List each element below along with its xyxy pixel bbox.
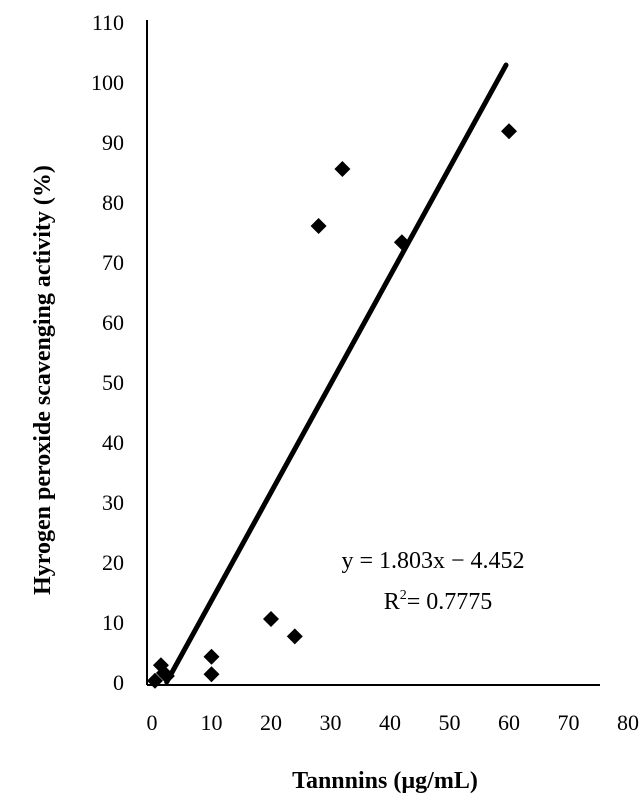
x-tick-label: 20 bbox=[260, 710, 282, 735]
r-squared-prefix: R bbox=[384, 589, 400, 615]
y-tick-label: 40 bbox=[102, 430, 124, 455]
x-tick-label: 80 bbox=[617, 710, 639, 735]
data-point bbox=[393, 234, 410, 251]
y-tick-label: 60 bbox=[102, 310, 124, 335]
data-point bbox=[501, 123, 517, 140]
data-point bbox=[310, 218, 327, 234]
trendline bbox=[164, 62, 509, 685]
r-squared-superscript: 2 bbox=[400, 588, 407, 603]
y-tick-label: 30 bbox=[102, 490, 124, 515]
x-tick-label: 70 bbox=[558, 710, 580, 735]
y-tick-labels: 0 10 20 30 40 50 60 70 80 90 100 110 bbox=[91, 10, 124, 695]
data-point bbox=[203, 666, 220, 683]
data-point bbox=[334, 161, 351, 177]
data-point bbox=[158, 668, 175, 684]
y-tick-label: 70 bbox=[102, 250, 124, 275]
x-tick-labels: 0 10 20 30 40 50 60 70 80 bbox=[147, 710, 640, 735]
data-point bbox=[146, 672, 163, 689]
x-tick-label: 40 bbox=[379, 710, 401, 735]
x-tick-label: 30 bbox=[320, 710, 342, 735]
x-tick-label: 0 bbox=[147, 710, 158, 735]
x-axis-title: Tannnins (µg/mL) bbox=[292, 768, 478, 794]
y-tick-label: 110 bbox=[92, 10, 124, 35]
x-tick-label: 10 bbox=[201, 710, 223, 735]
x-tick-label: 50 bbox=[439, 710, 461, 735]
y-tick-label: 50 bbox=[102, 370, 124, 395]
y-tick-label: 20 bbox=[102, 550, 124, 575]
r-squared-value: = 0.7775 bbox=[407, 589, 493, 615]
x-tick-label: 60 bbox=[498, 710, 520, 735]
y-tick-label: 80 bbox=[102, 190, 124, 215]
data-points bbox=[146, 123, 517, 689]
data-point bbox=[203, 648, 220, 665]
y-tick-label: 90 bbox=[102, 130, 124, 155]
data-point bbox=[286, 628, 303, 645]
r-squared-label: R2= 0.7775 bbox=[384, 588, 493, 615]
y-axis-title: Hyrogen peroxide scavenging activity (%) bbox=[30, 165, 56, 595]
data-point bbox=[263, 611, 279, 627]
y-tick-label: 10 bbox=[102, 610, 124, 635]
y-tick-label: 100 bbox=[91, 70, 124, 95]
y-tick-label: 0 bbox=[113, 670, 124, 695]
trendline-equation: y = 1.803x − 4.452 bbox=[341, 548, 524, 574]
